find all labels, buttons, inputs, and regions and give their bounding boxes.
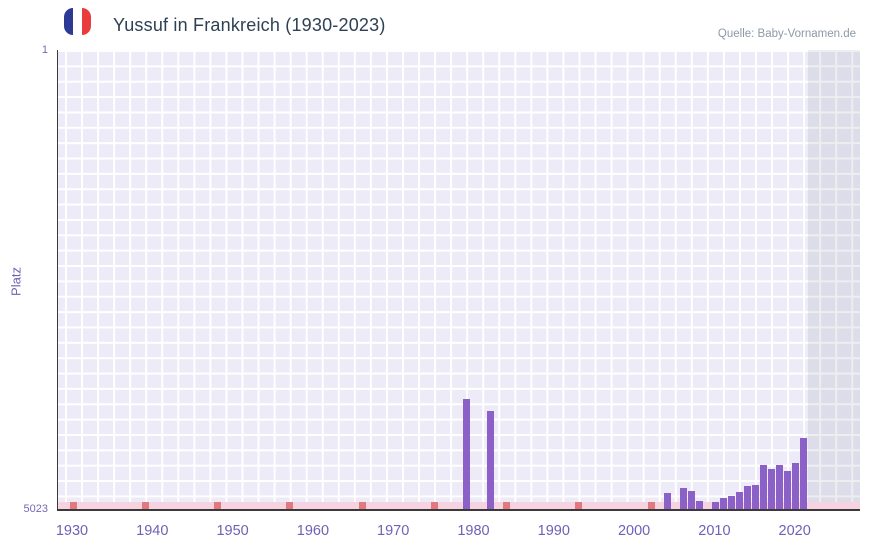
unranked-marker[interactable] [141,502,149,509]
x-tick-label: 2000 [617,523,651,539]
x-tick-label: 1970 [377,523,410,539]
france-flag-icon [64,8,91,35]
rank-bar[interactable] [735,492,743,509]
rank-bar[interactable] [687,491,695,509]
rank-bar[interactable] [744,485,752,509]
rank-bar[interactable] [768,469,776,509]
x-tick-label: 1930 [55,523,89,539]
y-tick-bottom: 5023 [23,503,48,515]
rank-bar[interactable] [776,464,784,509]
unranked-strip[interactable] [58,502,860,509]
unranked-marker[interactable] [503,502,511,509]
x-tick-label: 1950 [216,523,249,539]
flag-stripe-blue [64,8,73,35]
unranked-marker[interactable] [286,502,294,509]
flag-stripe-red [82,8,91,35]
unranked-marker[interactable] [430,502,438,509]
rank-bar[interactable] [784,471,792,509]
rank-bar[interactable] [695,501,703,509]
recent-years-band [808,50,860,509]
rank-bar[interactable] [462,399,470,509]
unranked-marker[interactable] [647,502,655,509]
flag-stripe-white [73,8,82,35]
rank-bar[interactable] [800,438,808,509]
rank-bar[interactable] [719,497,727,509]
unranked-marker[interactable] [575,502,583,509]
header: Yussuf in Frankreich (1930-2023) Quelle:… [0,0,873,48]
unranked-marker[interactable] [214,502,222,509]
unranked-marker[interactable] [358,502,366,509]
x-tick-label: 1940 [136,523,169,539]
x-tick-label: 2010 [698,523,731,539]
y-axis-title: Platz [8,267,24,296]
x-tick-label: 1980 [457,523,490,539]
rank-bar[interactable] [711,502,719,509]
rank-bar[interactable] [679,487,687,509]
x-tick-label: 1990 [537,523,570,539]
plot-area[interactable] [57,50,860,511]
y-tick-top: 1 [41,44,48,56]
x-tick-label: 2020 [778,523,811,539]
rank-bar[interactable] [727,495,735,509]
rank-bar[interactable] [792,463,800,509]
x-tick-label: 1960 [296,523,330,539]
source-label: Quelle: Baby-Vornamen.de [717,28,856,40]
rank-bar[interactable] [760,464,768,509]
unranked-marker[interactable] [69,502,77,509]
rank-bar[interactable] [663,493,671,509]
page-title: Yussuf in Frankreich (1930-2023) [113,15,386,35]
rank-bar[interactable] [752,484,760,509]
rank-bar[interactable] [487,410,495,509]
